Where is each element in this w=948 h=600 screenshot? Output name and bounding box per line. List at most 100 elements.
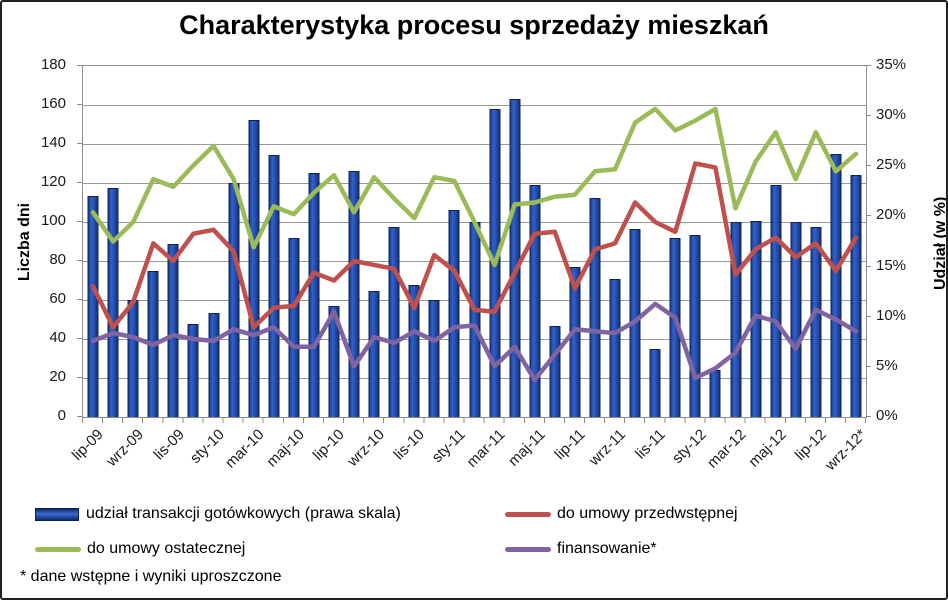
legend-item: do umowy ostatecznej [35,537,245,561]
left-tick-mark [77,221,82,222]
x-label-wrz-09: wrz-09 [103,426,148,470]
bar-kwi-11 [509,99,521,417]
plot-area [82,65,867,418]
bar-sty-11 [448,210,460,417]
right-tick-mark [866,115,871,117]
line-series [90,106,859,383]
right-tick-30%: 30% [876,106,907,124]
x-label-lip-09: lip-09 [69,426,108,464]
left-tick-60: 60 [49,290,66,307]
bar-wrz-12* [850,175,862,417]
x-label-lip-11: lip-11 [551,426,589,464]
x-label-wrz-10: wrz-10 [344,426,389,470]
right-axis-title: Udział (w %) [932,196,948,290]
x-label-wrz-12*: wrz-12* [822,426,870,474]
legend-label: finansowanie* [557,540,657,557]
bar-wrz-11 [609,278,621,417]
left-axis-title: Liczba dni [16,202,33,282]
x-axis-tick-marks [82,417,866,423]
left-tick-mark [77,182,82,183]
left-tick-20: 20 [49,368,66,385]
line-do umowy przedwstępnej [90,161,859,330]
gridline [83,144,866,145]
line-do umowy ostatecznej [90,106,859,268]
x-label-mar-10: mar-10 [222,426,268,472]
left-tick-0: 0 [57,407,66,424]
bar-mar-12 [730,222,741,417]
left-tick-mark [77,377,82,378]
bar-lis-10 [408,284,420,417]
bar-sty-12 [689,235,701,417]
legend-item: finansowanie* [505,537,657,561]
x-label-lis-09: lis-09 [150,426,188,464]
right-tick-0%: 0% [876,407,898,424]
bar-sie-10 [348,171,360,417]
legend-line-swatch [505,511,551,517]
right-tick-5%: 5% [876,356,898,374]
left-tick-140: 140 [40,134,66,151]
bar-cze-12 [790,222,802,417]
bar-paź-10 [388,227,400,417]
left-tick-mark [77,299,82,300]
left-tick-mark [77,104,82,105]
right-tick-mark [866,365,871,367]
legend-label: udział transakcji gotówkowych (prawa ska… [86,505,401,522]
legend: udział transakcji gotówkowych (prawa ska… [2,496,946,566]
left-tick-mark [77,416,82,417]
bar-wrz-10 [368,290,380,417]
bar-lip-09 [87,196,99,417]
right-tick-mark [866,265,871,267]
bar-cze-10 [308,173,320,417]
bar-lis-09 [167,243,179,417]
x-label-sty-12: sty-12 [668,426,710,467]
bar-lip-11 [569,266,581,417]
legend-label: do umowy przedwstępnej [557,505,738,522]
gridline [83,183,866,184]
footnote: * dane wstępne i wyniki uproszczone [20,568,282,585]
legend-item: udział transakcji gotówkowych (prawa ska… [35,502,401,526]
left-tick-180: 180 [40,56,66,73]
chart-title: Charakterystyka procesu sprzedaży mieszk… [179,10,769,40]
left-tick-mark [77,65,82,66]
right-tick-mark [866,65,871,66]
x-label-sty-11: sty-11 [428,426,469,467]
legend-line-swatch [505,546,551,552]
right-tick-10%: 10% [876,306,907,324]
x-label-maj-11: maj-11 [505,426,549,470]
x-label-mar-12: mar-12 [703,426,750,472]
left-tick-40: 40 [49,329,66,346]
bar-maj-10 [288,237,300,417]
x-label-wrz-11: wrz-11 [586,426,630,470]
bar-sie-11 [589,198,601,417]
bar-gru-10 [428,299,440,417]
legend-item: do umowy przedwstępnej [505,502,738,526]
x-label-lis-11: lis-11 [632,426,670,463]
bar-maj-11 [529,185,541,417]
right-tick-mark [866,416,871,417]
bar-sie-12 [830,154,842,417]
right-tick-mark [866,215,871,217]
legend-bar-swatch [35,507,79,521]
right-tick-35%: 35% [876,56,907,73]
bar-lis-11 [649,348,661,417]
right-tick-20%: 20% [876,206,907,224]
bar-gru-09 [187,323,199,417]
legend-line-swatch [35,546,81,552]
x-label-maj-10: maj-10 [263,426,308,471]
right-tick-15%: 15% [876,256,907,274]
x-label-maj-12: maj-12 [745,426,790,471]
legend-label: do umowy ostatecznej [87,540,246,557]
left-tick-mark [77,143,82,144]
x-label-mar-11: mar-11 [463,426,509,471]
right-tick-mark [866,315,871,317]
bar-maj-12 [770,185,782,417]
left-tick-mark [77,338,82,339]
bar-kwi-10 [268,155,280,417]
left-tick-160: 160 [40,95,66,112]
left-tick-100: 100 [40,212,66,229]
bar-sty-10 [208,312,219,417]
gridline [83,105,866,106]
left-tick-120: 120 [40,173,66,190]
right-tick-25%: 25% [876,156,907,174]
